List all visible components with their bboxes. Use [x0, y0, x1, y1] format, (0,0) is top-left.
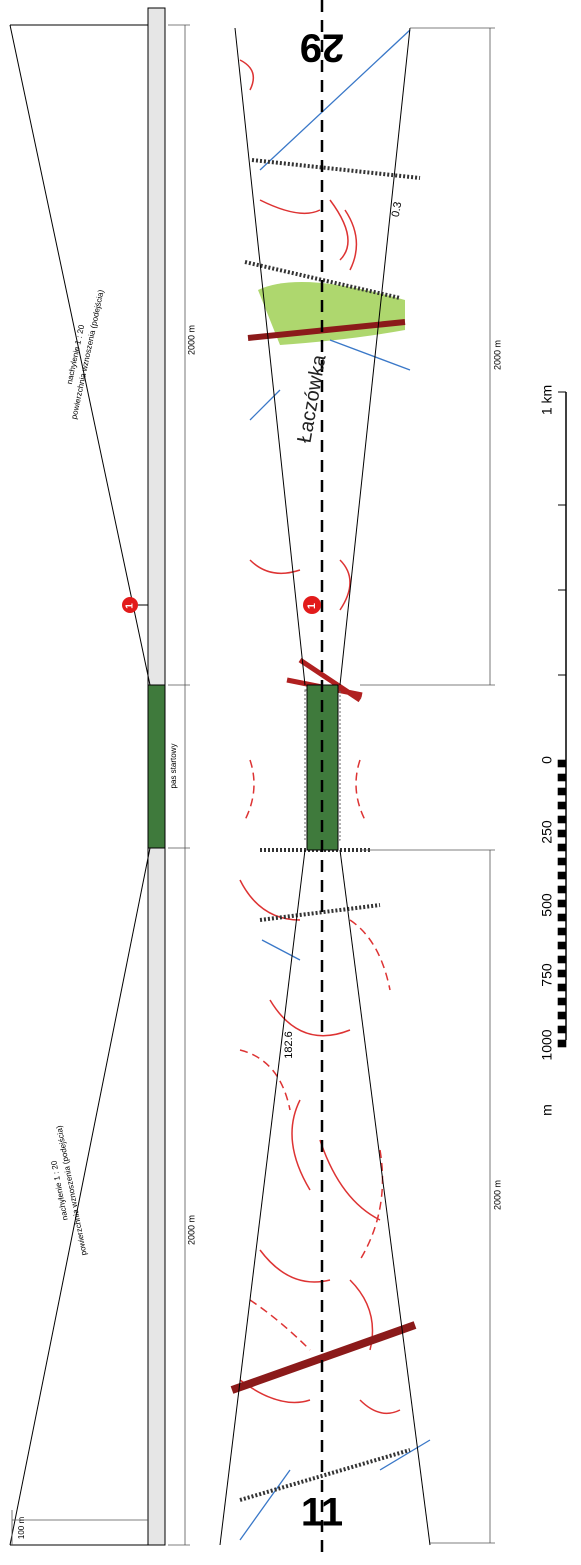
scale-unit: m	[539, 1104, 555, 1116]
height-label: 100 m	[17, 1517, 26, 1540]
scale-segment	[557, 969, 567, 978]
marker-label: 1	[306, 603, 318, 609]
length-label: 2000 m	[186, 1215, 196, 1245]
scale-segment	[557, 843, 567, 852]
scale-label: 0	[539, 756, 555, 764]
scale-segment	[557, 801, 567, 810]
scale-segment	[557, 871, 567, 880]
scale-label: 250	[539, 820, 555, 844]
contour	[239, 759, 391, 1351]
scale-segment	[557, 983, 567, 992]
spot-height: 0.3	[390, 201, 404, 218]
length-label: 2000 m	[492, 1180, 502, 1210]
place-name: Łaczówka	[294, 352, 331, 444]
scale-label: 1000	[539, 1029, 555, 1060]
scale-segment	[557, 1039, 567, 1048]
length-label: 2000 m	[492, 340, 502, 370]
marker	[303, 596, 321, 614]
scale-segment	[557, 829, 567, 838]
runway-number: 11	[301, 1491, 343, 1535]
scale-segment	[557, 913, 567, 922]
map: 2000 m 2000 m 29 11 Łaczówka 0.3 182.6 1	[219, 0, 502, 1560]
scale-segment	[557, 955, 567, 964]
runway-profile	[147, 684, 166, 849]
scale-unit: 1 km	[539, 385, 555, 415]
embankment	[239, 158, 421, 1502]
scale-segment	[557, 941, 567, 950]
scale-segment	[557, 927, 567, 936]
marker-label: 1	[125, 603, 136, 609]
profile: 2000 m 2000 m pas startowy nachylenie 1 …	[9, 7, 196, 1546]
stream	[239, 29, 431, 1541]
scale-segment	[557, 815, 567, 824]
scale-bar: 1 km m 0 250 500 750 1000	[539, 385, 567, 1116]
length-label: 2000 m	[186, 325, 196, 355]
spot-height: 182.6	[283, 1031, 295, 1059]
slope-line	[9, 24, 151, 686]
scale-segment	[557, 899, 567, 908]
surface-edge	[339, 27, 411, 686]
scale-segment	[557, 773, 567, 782]
scale-segment	[557, 787, 567, 796]
slope-line	[9, 847, 151, 1546]
scale-segment	[557, 885, 567, 894]
profile-strip	[147, 847, 166, 1546]
scale-label: 500	[539, 893, 555, 917]
road	[230, 1321, 417, 1394]
scale-label: 750	[539, 963, 555, 987]
contour	[239, 59, 401, 1415]
scale-segment	[557, 759, 567, 768]
surface-edge	[339, 849, 431, 1546]
scale-segment	[557, 1025, 567, 1034]
marker	[122, 597, 138, 613]
runway-label: pas startowy	[169, 744, 178, 789]
profile-strip	[147, 7, 166, 686]
surface-edge	[219, 849, 306, 1546]
surface-edge	[234, 27, 306, 686]
forest	[258, 282, 405, 345]
scale-segment	[557, 1011, 567, 1020]
scale-segment	[557, 997, 567, 1006]
scale-segment	[557, 857, 567, 866]
runway-number: 29	[300, 25, 345, 69]
